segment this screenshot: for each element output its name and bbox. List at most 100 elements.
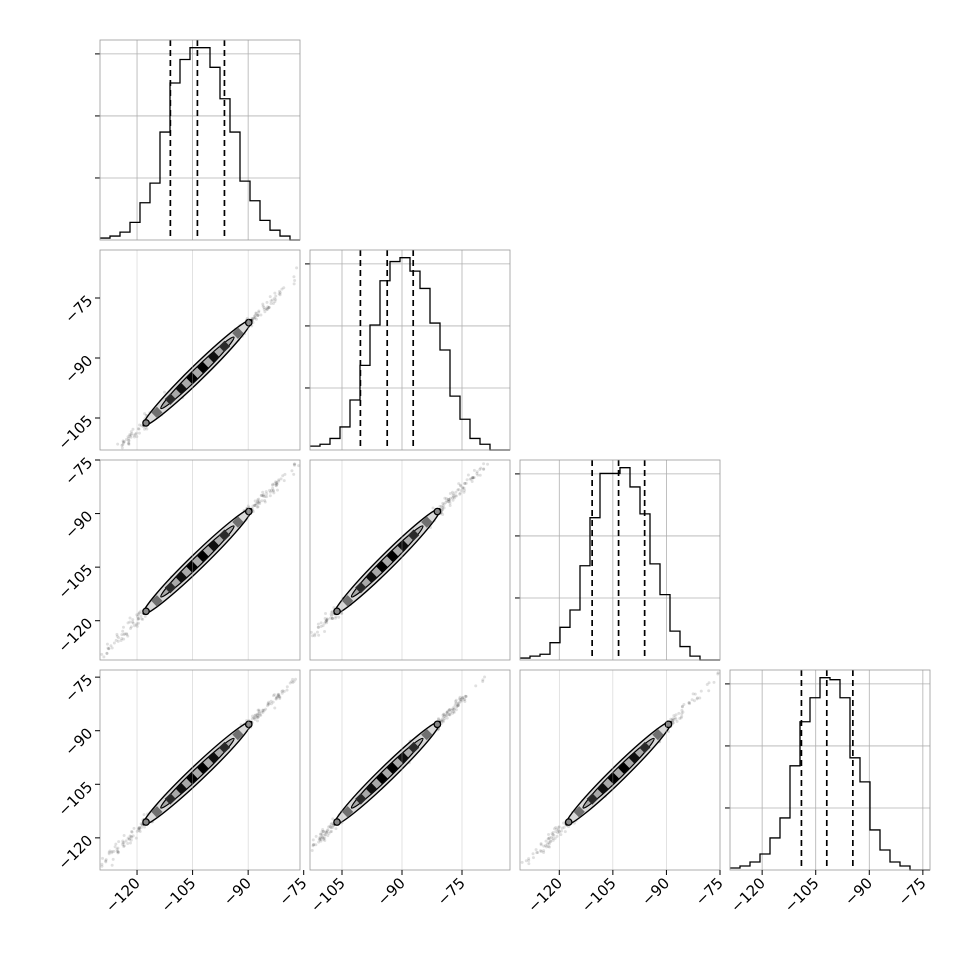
- scatter-point: [122, 440, 126, 444]
- scatter-point: [445, 710, 449, 714]
- scatter-point: [687, 700, 691, 704]
- scatter-point: [527, 862, 531, 866]
- scatter-point: [672, 721, 676, 725]
- scatter-point: [327, 825, 331, 829]
- y-tick-label: −120: [55, 614, 97, 656]
- scatter-point: [256, 505, 260, 509]
- scatter-point: [257, 310, 261, 314]
- scatter-point: [330, 829, 334, 833]
- scatter-point: [274, 696, 278, 700]
- density-block: [175, 571, 187, 583]
- density-block: [573, 806, 585, 818]
- scatter-point: [447, 498, 451, 502]
- density-block: [618, 762, 630, 774]
- scatter-point: [116, 639, 120, 643]
- scatter-point: [125, 632, 129, 636]
- scatter-point: [334, 614, 338, 618]
- scatter-point: [275, 480, 279, 484]
- scatter-point: [317, 840, 321, 844]
- scatter-point: [554, 830, 558, 834]
- scatter-point: [262, 493, 266, 497]
- density-block: [365, 571, 378, 583]
- scatter-point: [262, 307, 266, 311]
- scatter-point: [316, 625, 320, 629]
- scatter-point: [251, 509, 255, 513]
- scatter-point: [258, 713, 262, 717]
- scatter-point: [330, 610, 334, 614]
- density-block: [218, 741, 231, 754]
- scatter-point: [256, 498, 260, 502]
- scatter-point: [140, 617, 144, 621]
- y-tick-label: −75: [61, 671, 96, 706]
- scatter-point: [134, 431, 138, 435]
- scatter-point: [441, 506, 445, 510]
- scatter-point: [549, 835, 553, 839]
- scatter-point: [445, 716, 449, 720]
- scatter-point: [261, 302, 265, 306]
- scatter-point: [466, 473, 470, 477]
- scatter-point: [443, 496, 447, 500]
- scatter-point: [552, 827, 556, 831]
- scatter-point: [331, 616, 335, 620]
- scatter-point: [129, 433, 133, 437]
- density-marker: [433, 507, 442, 516]
- scatter-point: [253, 316, 257, 320]
- scatter-point: [550, 832, 554, 836]
- density-block: [218, 340, 231, 353]
- scatter-point: [317, 633, 321, 637]
- scatter-point: [117, 636, 121, 640]
- scatter-point: [122, 844, 126, 848]
- scatter-point: [321, 830, 325, 834]
- scatter-point: [439, 505, 443, 509]
- scatter-point: [256, 314, 260, 318]
- scatter-point: [324, 619, 328, 623]
- scatter-point: [266, 702, 270, 706]
- scatter-point: [109, 644, 113, 648]
- scatter-point: [548, 839, 552, 843]
- scatter-point: [127, 442, 131, 446]
- hist-frame: [99, 39, 301, 241]
- scatter-point: [294, 677, 298, 681]
- scatter-point: [457, 482, 461, 486]
- scatter-point: [454, 494, 458, 498]
- scatter-point: [324, 830, 328, 834]
- density-block: [586, 793, 598, 805]
- scatter-point: [279, 477, 283, 481]
- scatter-point: [132, 624, 136, 628]
- y-tick-label: −75: [61, 454, 96, 489]
- scatter-point: [524, 859, 528, 863]
- scatter-point: [449, 496, 453, 500]
- scatter-point: [459, 484, 463, 488]
- scatter-point: [120, 446, 124, 450]
- density-block: [652, 728, 664, 741]
- scatter-point: [107, 647, 111, 651]
- scatter-point: [269, 702, 273, 706]
- scatter-point: [119, 638, 123, 642]
- scatter-point: [325, 619, 329, 623]
- density-marker: [433, 720, 442, 729]
- scatter-point: [319, 832, 323, 836]
- scatter-point: [263, 500, 267, 504]
- scatter-point: [253, 503, 257, 507]
- x-tick-label: −120: [102, 874, 144, 916]
- scatter-point: [123, 632, 127, 636]
- scatter-point: [256, 500, 260, 504]
- scatter-point: [263, 495, 267, 499]
- density-block: [386, 762, 399, 774]
- scatter-point: [128, 433, 132, 437]
- scatter-point: [128, 834, 132, 838]
- scatter-point: [278, 289, 282, 293]
- scatter-point: [556, 831, 560, 835]
- scatter-point: [323, 838, 327, 842]
- scatter-point: [478, 467, 482, 471]
- scatter-point: [453, 496, 457, 500]
- scatter-point: [274, 483, 278, 487]
- density-block: [207, 540, 220, 552]
- scatter-point: [273, 300, 277, 304]
- panel-frame: [99, 249, 301, 451]
- density-block: [365, 782, 378, 795]
- scatter-point: [277, 695, 281, 699]
- scatter-point: [472, 468, 476, 472]
- scatter-point: [563, 830, 567, 834]
- density-marker: [244, 318, 253, 327]
